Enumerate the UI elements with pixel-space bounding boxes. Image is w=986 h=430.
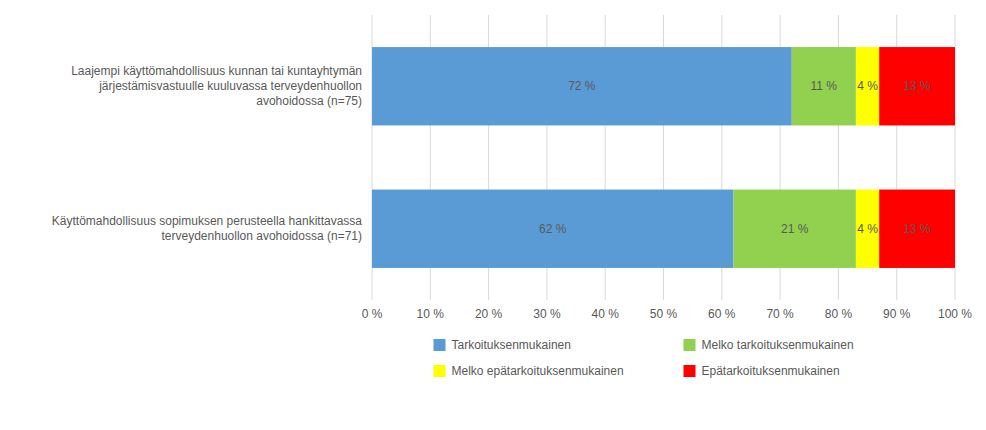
grid [372, 15, 955, 300]
data-label: 4 % [857, 222, 878, 236]
x-tick-label: 100 % [938, 307, 972, 321]
legend-swatch [434, 365, 446, 377]
bar-segment [733, 190, 855, 268]
x-tick-label: 0 % [362, 307, 383, 321]
x-tick-label: 90 % [883, 307, 911, 321]
data-label: 62 % [539, 222, 567, 236]
category-label: Käyttömahdollisuus sopimuksen perusteell… [52, 214, 362, 243]
data-label: 11 % [811, 79, 838, 93]
data-labels: 72 % 11 % 4 % 13 % 62 % 21 % 4 % 13 % [539, 79, 931, 236]
bar-segment [372, 47, 792, 125]
chart: 0 % 10 % 20 % 30 % 40 % 50 % 60 % 70 % 80 % 90 % 1… [0, 0, 986, 430]
bar-segment [856, 190, 879, 268]
y-axis: Laajempi käyttömahdollisuus kunnan tai k… [52, 64, 362, 243]
legend-label: Melko tarkoituksenmukainen [702, 338, 854, 352]
bar-segment [856, 47, 879, 125]
x-tick-label: 30 % [533, 307, 561, 321]
legend-label: Melko epätarkoituksenmukainen [452, 364, 624, 378]
legend-label: Tarkoituksenmukainen [452, 338, 571, 352]
bar-segment [879, 190, 955, 268]
background [0, 0, 986, 430]
x-tick-label: 80 % [825, 307, 853, 321]
legend-swatch [684, 339, 696, 351]
x-axis: 0 % 10 % 20 % 30 % 40 % 50 % 60 % 70 % 80 % 90 % 1… [362, 307, 973, 321]
data-label: 21 % [781, 222, 809, 236]
legend: Tarkoituksenmukainen Melko tarkoituksenmu… [434, 338, 854, 378]
bar-segment [792, 47, 856, 125]
bar-segment [372, 190, 733, 268]
category-label: Laajempi käyttömahdollisuus kunnan tai k… [71, 64, 362, 108]
x-tick-label: 20 % [475, 307, 503, 321]
x-tick-label: 10 % [417, 307, 445, 321]
data-label: 4 % [857, 79, 878, 93]
data-label: 13 % [903, 222, 931, 236]
x-tick-label: 40 % [592, 307, 620, 321]
legend-swatch [434, 339, 446, 351]
legend-label: Epätarkoituksenmukainen [702, 364, 840, 378]
data-label: 13 % [903, 79, 931, 93]
x-tick-label: 70 % [766, 307, 794, 321]
bars [372, 47, 955, 268]
x-tick-label: 50 % [650, 307, 678, 321]
legend-swatch [684, 365, 696, 377]
bar-segment [879, 47, 955, 125]
x-tick-label: 60 % [708, 307, 736, 321]
data-label: 72 % [568, 79, 596, 93]
